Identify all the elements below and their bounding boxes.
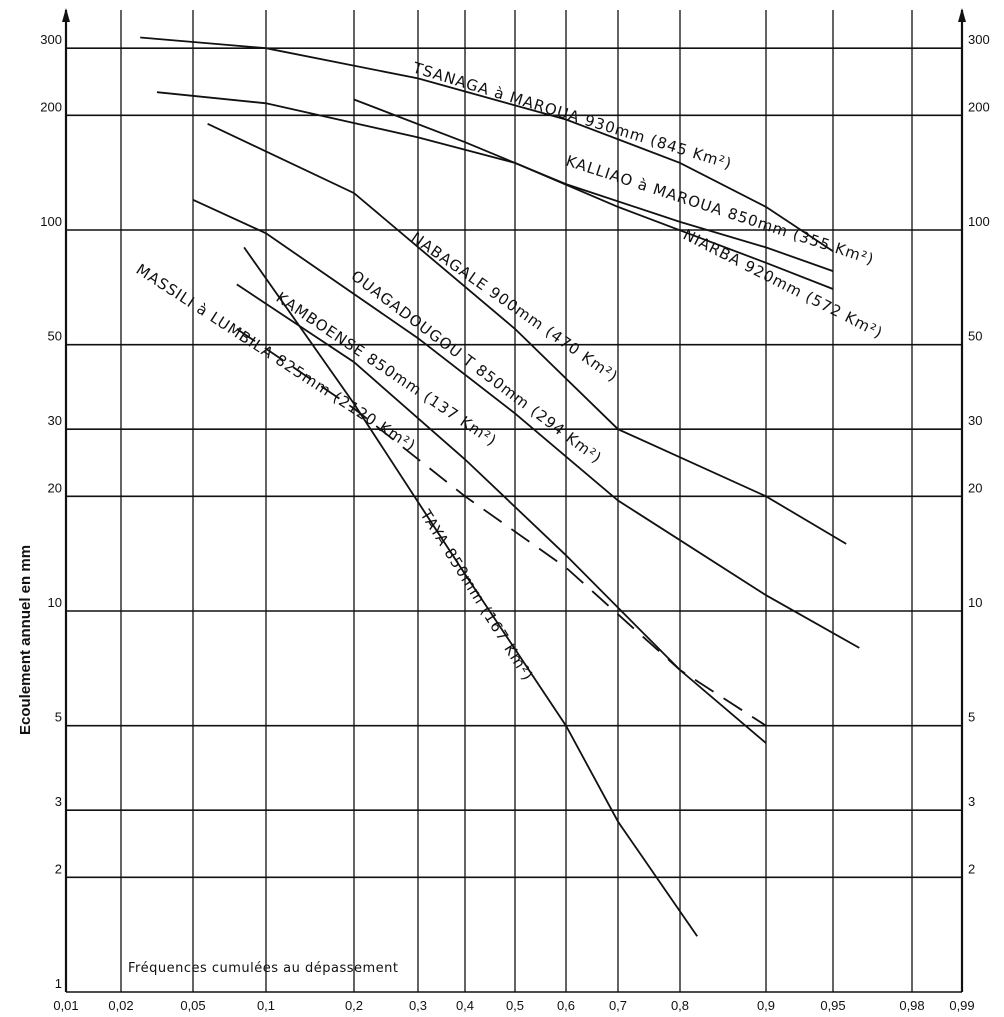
- y-tick-label-left: 30: [48, 413, 62, 428]
- series-label-7: TAYA 850mm (167 Km²): [416, 506, 537, 685]
- y-tick-label-right: 200: [968, 99, 990, 114]
- series-label-2: NIARBA 920mm (572 Km²): [680, 226, 886, 343]
- y-tick-label-left: 10: [48, 595, 62, 610]
- y-tick-label-left: 100: [40, 214, 62, 229]
- x-tick-label: 0,01: [53, 998, 78, 1013]
- x-tick-label: 0,05: [180, 998, 205, 1013]
- frequency-annotation: Fréquences cumulées au dépassement: [128, 961, 399, 976]
- y-tick-label-right: 20: [968, 480, 982, 495]
- series-line-3: [207, 122, 847, 545]
- grid: [64, 10, 964, 993]
- x-tick-label: 0,99: [949, 998, 974, 1013]
- y-tick-label-right: 5: [968, 710, 975, 725]
- x-tick-label: 0,1: [257, 998, 275, 1013]
- series-line-5: [236, 283, 767, 744]
- y-tick-label-left: 300: [40, 32, 62, 47]
- series-line-1: [353, 98, 834, 272]
- y-tick-label-left: 50: [48, 329, 62, 344]
- series-curves: [140, 36, 860, 937]
- x-tick-label: 0,5: [506, 998, 524, 1013]
- series-line-2: [156, 91, 834, 290]
- axes: [62, 8, 966, 22]
- y-tick-label-left: 2: [55, 861, 62, 876]
- x-tick-label: 0,7: [609, 998, 627, 1013]
- y-tick-label-left: 1: [55, 976, 62, 991]
- y-tick-label-left: 20: [48, 480, 62, 495]
- x-tick-label: 0,6: [557, 998, 575, 1013]
- y-tick-label-right: 50: [968, 329, 982, 344]
- x-tick-label: 0,02: [108, 998, 133, 1013]
- series-line-0: [140, 36, 834, 252]
- tick-labels: 0,01 0,02 0,05 0,1 0,2 0,3 0,4 0,5 0,6 0,7 0,8 0,9 0…: [40, 32, 989, 1013]
- y-tick-label-left: 200: [40, 99, 62, 114]
- y-tick-label-left: 3: [55, 794, 62, 809]
- y-tick-label-right: 30: [968, 413, 982, 428]
- y-tick-label-right: 3: [968, 794, 975, 809]
- y-tick-label-right: 100: [968, 214, 990, 229]
- series-line-6: [236, 328, 767, 727]
- y-tick-label-right: 2: [968, 861, 975, 876]
- x-tick-label: 0,95: [820, 998, 845, 1013]
- x-tick-label: 0,9: [757, 998, 775, 1013]
- x-tick-label: 0,4: [456, 998, 474, 1013]
- x-tick-label: 0,2: [345, 998, 363, 1013]
- series-labels: TSANAGA à MAROUA 930mm (845 Km²)KALLIAO …: [133, 58, 886, 684]
- y-tick-label-left: 5: [55, 710, 62, 725]
- series-line-4: [192, 198, 860, 649]
- y-axis-label: Ecoulement annuel en mm: [17, 545, 34, 735]
- y-tick-label-right: 300: [968, 32, 990, 47]
- y-tick-label-right: 10: [968, 595, 982, 610]
- series-line-7: [243, 246, 698, 937]
- left-axis-arrow-icon: [62, 8, 70, 22]
- x-tick-label: 0,98: [899, 998, 924, 1013]
- x-tick-label: 0,8: [671, 998, 689, 1013]
- x-tick-label: 0,3: [409, 998, 427, 1013]
- right-axis-arrow-icon: [958, 8, 966, 22]
